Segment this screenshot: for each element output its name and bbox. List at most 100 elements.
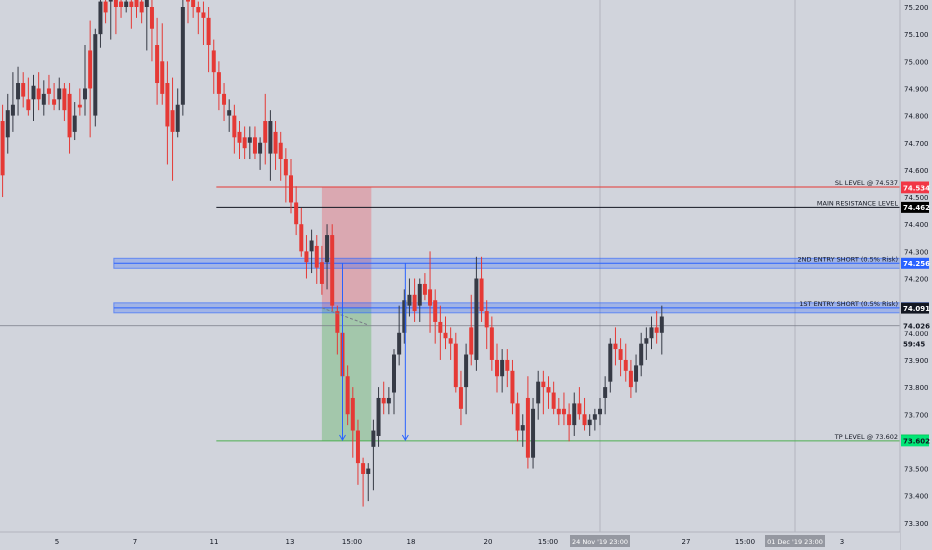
- candle[interactable]: [93, 28, 98, 127]
- candle[interactable]: [407, 278, 412, 317]
- candle[interactable]: [0, 104, 5, 198]
- candle[interactable]: [21, 72, 26, 108]
- candle[interactable]: [31, 74, 36, 122]
- candle[interactable]: [366, 463, 371, 502]
- price-axis[interactable]: [900, 0, 932, 550]
- candle[interactable]: [5, 93, 10, 154]
- candle[interactable]: [520, 414, 525, 447]
- candle[interactable]: [227, 99, 232, 132]
- candle[interactable]: [196, 1, 201, 35]
- candle[interactable]: [525, 376, 530, 469]
- candle[interactable]: [103, 0, 108, 24]
- candle[interactable]: [433, 289, 438, 344]
- candle[interactable]: [469, 294, 474, 366]
- candle[interactable]: [603, 376, 608, 415]
- candle[interactable]: [83, 45, 87, 116]
- candle[interactable]: [330, 224, 335, 312]
- candle[interactable]: [242, 126, 247, 160]
- candle[interactable]: [561, 392, 566, 426]
- candle[interactable]: [345, 365, 350, 426]
- candle[interactable]: [402, 289, 407, 344]
- candle[interactable]: [16, 66, 21, 116]
- time-axis[interactable]: [0, 532, 900, 550]
- candle[interactable]: [67, 83, 72, 154]
- candle[interactable]: [216, 61, 221, 111]
- candle[interactable]: [355, 419, 360, 485]
- candle[interactable]: [495, 343, 499, 393]
- candle[interactable]: [77, 88, 82, 116]
- candle[interactable]: [180, 0, 185, 116]
- candle[interactable]: [160, 23, 165, 105]
- candle[interactable]: [386, 387, 391, 415]
- candle[interactable]: [417, 278, 422, 322]
- candle[interactable]: [283, 148, 288, 203]
- candle[interactable]: [26, 77, 31, 116]
- candle[interactable]: [618, 338, 623, 377]
- candle[interactable]: [412, 278, 417, 322]
- candle[interactable]: [453, 332, 458, 393]
- candle[interactable]: [57, 77, 62, 111]
- candle[interactable]: [149, 0, 154, 62]
- candle[interactable]: [479, 256, 484, 322]
- candle[interactable]: [448, 327, 453, 360]
- candle[interactable]: [623, 343, 628, 382]
- candle[interactable]: [500, 349, 505, 393]
- candle[interactable]: [592, 408, 597, 431]
- candle[interactable]: [144, 0, 149, 51]
- candle[interactable]: [113, 0, 118, 35]
- candle[interactable]: [304, 235, 309, 279]
- candle[interactable]: [572, 392, 577, 436]
- candle[interactable]: [598, 397, 602, 426]
- candle[interactable]: [155, 17, 160, 105]
- candle[interactable]: [46, 74, 51, 105]
- candle[interactable]: [124, 0, 129, 13]
- candle[interactable]: [72, 102, 77, 141]
- candle[interactable]: [134, 0, 139, 18]
- candle[interactable]: [464, 343, 469, 415]
- candle[interactable]: [41, 80, 46, 116]
- candle[interactable]: [361, 457, 366, 507]
- candle[interactable]: [628, 359, 633, 398]
- candle[interactable]: [422, 273, 427, 301]
- candle[interactable]: [644, 327, 649, 360]
- candle[interactable]: [484, 300, 489, 350]
- candle[interactable]: [222, 83, 227, 122]
- candle[interactable]: [546, 376, 551, 409]
- candle[interactable]: [108, 0, 113, 40]
- candle[interactable]: [119, 0, 124, 18]
- candle[interactable]: [371, 419, 376, 491]
- candle[interactable]: [232, 104, 237, 154]
- candle[interactable]: [98, 0, 103, 48]
- candle[interactable]: [608, 338, 613, 393]
- candle[interactable]: [165, 61, 170, 165]
- candle[interactable]: [634, 354, 639, 393]
- candle[interactable]: [505, 349, 510, 388]
- candle[interactable]: [582, 397, 587, 431]
- candle[interactable]: [428, 251, 433, 333]
- candle[interactable]: [541, 370, 546, 415]
- candle[interactable]: [392, 349, 396, 415]
- candle[interactable]: [350, 387, 355, 458]
- candle[interactable]: [201, 1, 206, 46]
- candle[interactable]: [649, 316, 654, 350]
- candle[interactable]: [314, 235, 319, 284]
- candle[interactable]: [613, 327, 618, 366]
- candle[interactable]: [556, 397, 561, 426]
- stop-loss-zone[interactable]: [321, 187, 372, 308]
- candle[interactable]: [567, 403, 572, 442]
- candle[interactable]: [659, 305, 664, 355]
- candle[interactable]: [10, 72, 15, 132]
- candle[interactable]: [88, 20, 93, 138]
- candle[interactable]: [170, 77, 175, 181]
- candle[interactable]: [258, 137, 263, 170]
- candle[interactable]: [268, 110, 273, 181]
- candle[interactable]: [309, 229, 314, 274]
- candle[interactable]: [139, 0, 144, 24]
- candle[interactable]: [438, 305, 443, 360]
- candle[interactable]: [252, 126, 257, 160]
- candle[interactable]: [397, 305, 402, 366]
- candle[interactable]: [175, 88, 180, 138]
- candle[interactable]: [36, 72, 41, 111]
- candle[interactable]: [294, 186, 299, 236]
- candle[interactable]: [299, 207, 304, 257]
